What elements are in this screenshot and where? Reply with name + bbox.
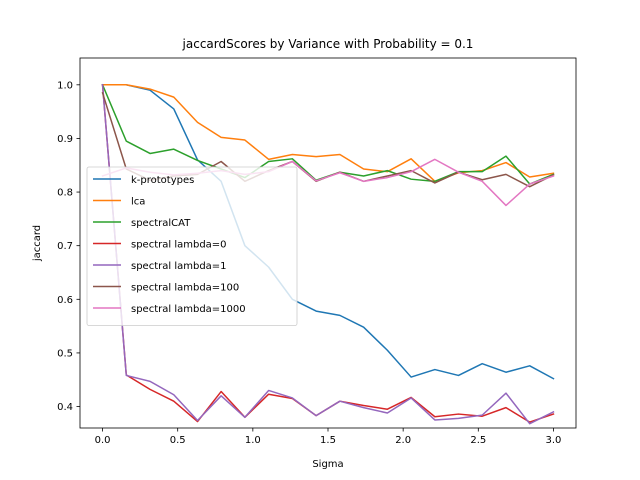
x-tick-label: 1.0 (245, 435, 261, 446)
legend-label: spectral lambda=100 (131, 283, 239, 294)
y-tick-label: 0.6 (57, 295, 73, 306)
y-tick-label: 0.9 (57, 134, 73, 145)
x-axis-ticks: 0.0 0.5 1.0 1.5 2.0 2.5 3.0 (95, 428, 562, 446)
x-tick-label: 2.5 (470, 435, 486, 446)
y-axis-ticks: 0.4 0.5 0.6 0.7 0.8 0.9 1.0 (57, 80, 80, 413)
legend-label: spectralCAT (131, 218, 191, 229)
chart-title: jaccardScores by Variance with Probabili… (182, 37, 474, 51)
series-line-4 (101, 84, 555, 425)
legend-label: lca (131, 197, 145, 208)
legend-box (86, 166, 298, 326)
series-lines (101, 83, 555, 425)
x-tick-label: 1.5 (320, 435, 336, 446)
x-tick-label: 3.0 (546, 435, 562, 446)
y-tick-label: 1.0 (57, 80, 73, 91)
series-line-0 (101, 84, 555, 380)
x-tick-label: 0.0 (95, 435, 111, 446)
x-axis-label: Sigma (312, 459, 343, 470)
x-tick-label: 2.0 (395, 435, 411, 446)
y-tick-label: 0.5 (57, 348, 73, 359)
legend-label: spectral lambda=0 (131, 240, 227, 251)
legend-label: spectral lambda=1000 (131, 304, 246, 315)
legend-label: spectral lambda=1 (131, 261, 227, 272)
legend: k-prototypes lca spectralCAT spectral lambd… (86, 166, 298, 326)
y-tick-label: 0.7 (57, 241, 73, 252)
y-tick-label: 0.8 (57, 188, 73, 199)
x-tick-label: 0.5 (170, 435, 186, 446)
y-axis-label: jaccard (32, 225, 43, 262)
y-tick-label: 0.4 (57, 402, 73, 413)
legend-label: k-prototypes (131, 175, 194, 186)
